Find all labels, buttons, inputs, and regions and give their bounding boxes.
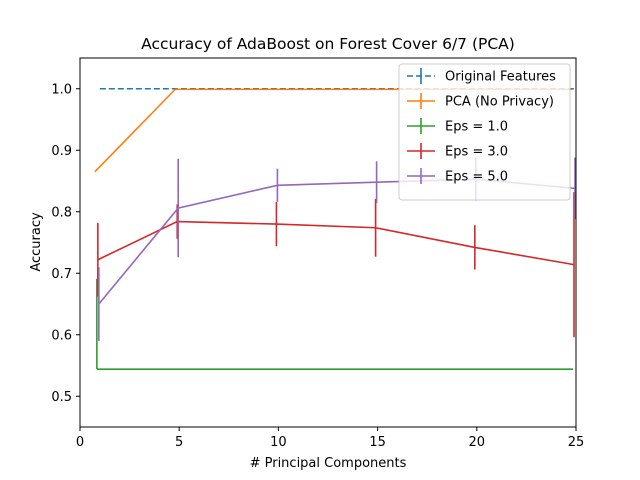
legend-label: Eps = 5.0 — [445, 170, 508, 185]
legend-label: Original Features — [445, 70, 556, 85]
legend-frame — [398, 63, 571, 201]
legend-item: PCA (No Privacy) — [407, 93, 554, 110]
series-eps-1-0 — [96, 278, 574, 370]
x-tick-label: 5 — [175, 435, 183, 450]
chart-title: Accuracy of AdaBoost on Forest Cover 6/7… — [141, 35, 515, 53]
legend: Original Features PCA (No Privacy) Eps = 1… — [398, 63, 571, 201]
plot-frame — [79, 57, 577, 428]
series-eps-3-0 — [97, 192, 575, 338]
y-axis: 0.5 0.6 0.7 0.8 0.9 1.0 — [51, 82, 80, 405]
x-tick-label: 20 — [469, 435, 486, 450]
legend-item: Eps = 3.0 — [407, 143, 508, 160]
y-tick-label: 1.0 — [51, 82, 72, 97]
legend-label: Eps = 3.0 — [445, 145, 508, 160]
y-axis-label: Accuracy — [29, 212, 44, 272]
x-axis: 0 5 10 15 20 25 — [76, 427, 584, 450]
legend-item: Original Features — [407, 68, 556, 85]
legend-item: Eps = 5.0 — [407, 168, 508, 185]
x-tick-label: 15 — [369, 435, 386, 450]
series-line — [97, 220, 575, 266]
y-tick-label: 0.5 — [51, 390, 72, 405]
legend-label: Eps = 1.0 — [445, 120, 508, 135]
x-tick-label: 0 — [76, 435, 84, 450]
x-axis-label: # Principal Components — [250, 456, 407, 471]
x-tick-label: 25 — [568, 435, 585, 450]
y-tick-label: 0.6 — [51, 328, 72, 343]
y-tick-label: 0.8 — [51, 205, 72, 220]
y-tick-label: 0.9 — [51, 144, 72, 159]
legend-item: Eps = 1.0 — [407, 118, 508, 135]
y-tick-label: 0.7 — [51, 267, 72, 282]
x-tick-label: 10 — [270, 435, 287, 450]
legend-label: PCA (No Privacy) — [445, 95, 554, 110]
